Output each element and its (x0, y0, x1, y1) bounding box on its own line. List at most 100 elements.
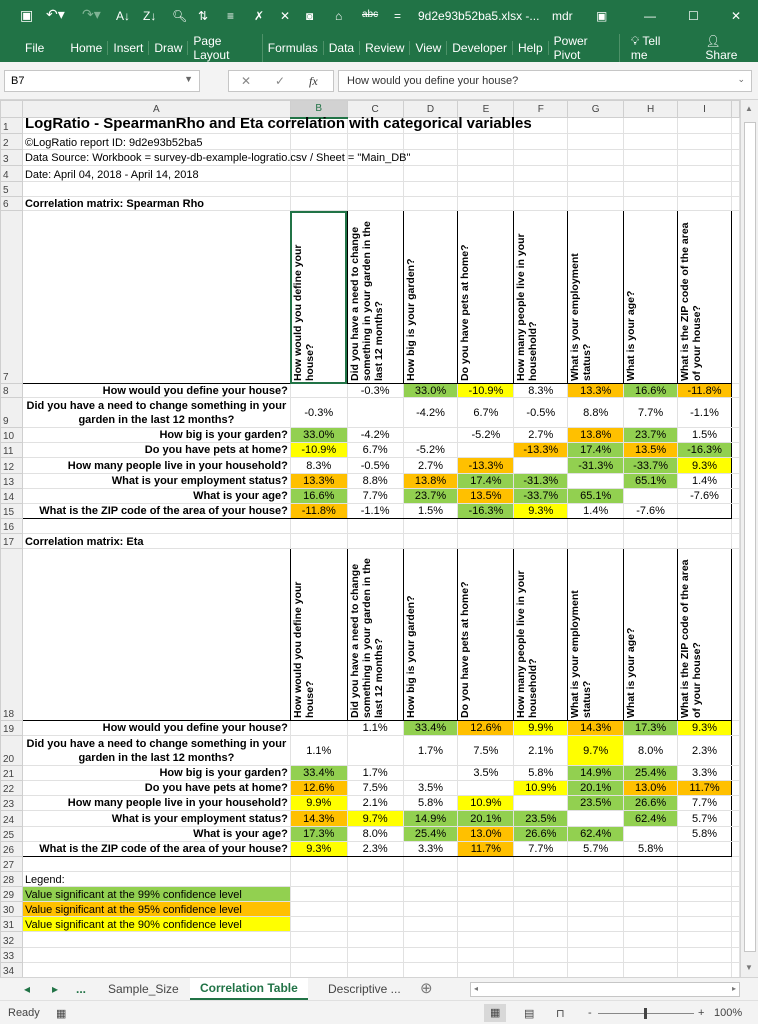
cell[interactable] (567, 165, 625, 182)
spearman-value-cell[interactable]: -33.7% (623, 457, 679, 474)
matrix-corner[interactable] (21, 548, 291, 721)
cell[interactable] (402, 962, 459, 977)
cell[interactable] (513, 886, 569, 902)
matrix-column-header[interactable]: Did you have a need to change something … (346, 548, 404, 721)
cell[interactable] (346, 916, 404, 932)
spearman-value-cell[interactable]: 9.3% (513, 503, 569, 519)
cell[interactable] (402, 196, 459, 211)
spearman-value-cell[interactable]: 13.3% (567, 383, 625, 398)
eta-value-cell[interactable]: 2.3% (677, 735, 732, 766)
eta-value-cell[interactable] (402, 765, 459, 781)
eta-value-cell[interactable] (457, 780, 515, 796)
matrix-row-label[interactable]: What is your age? (21, 826, 291, 842)
cell[interactable] (623, 117, 679, 134)
cell[interactable] (677, 196, 732, 211)
spearman-value-cell[interactable]: 17.4% (567, 442, 625, 458)
cell[interactable] (402, 181, 459, 197)
cell[interactable] (730, 780, 740, 796)
scroll-thumb[interactable] (744, 122, 756, 952)
cell[interactable] (730, 196, 740, 211)
spearman-value-cell[interactable]: 33.0% (289, 427, 348, 443)
eta-value-cell[interactable]: 5.8% (402, 795, 459, 811)
spearman-value-cell[interactable]: 1.4% (677, 473, 732, 489)
eta-value-cell[interactable]: 13.0% (457, 826, 515, 842)
spearman-value-cell[interactable]: 16.6% (623, 383, 679, 398)
spearman-value-cell[interactable]: -0.3% (346, 383, 404, 398)
spearman-value-cell[interactable]: 8.8% (346, 473, 404, 489)
matrix-column-header[interactable]: How many people live in your household? (513, 210, 569, 384)
eta-value-cell[interactable]: 3.3% (402, 841, 459, 857)
cell[interactable] (457, 856, 515, 872)
cell[interactable] (623, 533, 679, 549)
cell[interactable] (730, 133, 740, 150)
matrix-row-label[interactable]: Do you have pets at home? (21, 442, 291, 458)
cell[interactable] (402, 947, 459, 963)
spearman-value-cell[interactable]: -31.3% (513, 473, 569, 489)
spearman-value-cell[interactable]: 6.7% (457, 397, 515, 428)
cell[interactable] (730, 765, 740, 781)
page-break-view-icon[interactable]: ⊓ (556, 1008, 565, 1020)
row-header-18[interactable]: 18 (0, 548, 23, 721)
spearman-value-cell[interactable]: 8.8% (567, 397, 625, 428)
row-header-33[interactable]: 33 (0, 947, 23, 963)
eta-value-cell[interactable]: 23.5% (567, 795, 625, 811)
spearman-value-cell[interactable]: 9.3% (677, 457, 732, 474)
column-header-blank[interactable] (730, 100, 740, 118)
matrix-row-label[interactable]: Did you have a need to change something … (21, 397, 291, 428)
spearman-value-cell[interactable]: 1.5% (402, 503, 459, 519)
eta-value-cell[interactable]: 33.4% (402, 720, 459, 736)
eta-value-cell[interactable]: 5.7% (677, 810, 732, 827)
spearman-value-cell[interactable]: -7.6% (623, 503, 679, 519)
cell[interactable] (346, 856, 404, 872)
eta-value-cell[interactable]: 5.7% (567, 841, 625, 857)
cell[interactable] (513, 149, 569, 166)
spearman-value-cell[interactable]: 65.1% (567, 488, 625, 504)
column-header-B[interactable]: B (289, 100, 348, 119)
eta-value-cell[interactable]: 62.4% (567, 826, 625, 842)
cell[interactable] (513, 518, 569, 534)
spearman-value-cell[interactable]: 13.3% (289, 473, 348, 489)
eta-value-cell[interactable]: 2.3% (346, 841, 404, 857)
ribbon-tab-insert[interactable]: Insert (108, 40, 150, 55)
cell[interactable] (623, 165, 679, 182)
name-box[interactable]: B7 ▼ (4, 70, 200, 92)
cell[interactable] (677, 518, 732, 534)
matrix-column-header[interactable]: How big is your garden? (402, 548, 459, 721)
eta-value-cell[interactable]: 9.7% (346, 810, 404, 827)
legend-item[interactable]: Value significant at the 90% confidence … (21, 916, 291, 932)
macro-record-icon[interactable]: ▦ (56, 1008, 67, 1020)
eta-value-cell[interactable]: 3.5% (457, 765, 515, 781)
spearman-value-cell[interactable]: 16.6% (289, 488, 348, 504)
close-icon[interactable]: ✕ (731, 9, 742, 23)
row-header-28[interactable]: 28 (0, 871, 23, 887)
row-header-29[interactable]: 29 (0, 886, 23, 902)
enter-icon[interactable]: ✓ (275, 74, 286, 88)
worksheet-grid[interactable]: A B C D E F G H I 1 LogRatio - SpearmanRho and Eta… (0, 100, 740, 977)
ribbon-tab-help[interactable]: Help (513, 40, 549, 55)
matrix-row-label[interactable]: Do you have pets at home? (21, 780, 291, 796)
ribbon-tab-power-pivot[interactable]: Power Pivot (549, 33, 620, 62)
cell[interactable] (513, 533, 569, 549)
row-header-24[interactable]: 24 (0, 810, 23, 827)
cell[interactable] (513, 196, 569, 211)
cell[interactable] (289, 133, 348, 150)
eta-value-cell[interactable]: 25.4% (402, 826, 459, 842)
matrix-column-header[interactable]: What is the ZIP code of the area of your… (677, 548, 732, 721)
cell[interactable] (289, 962, 348, 977)
spearman-value-cell[interactable]: 13.5% (457, 488, 515, 504)
spearman-heading[interactable]: Correlation matrix: Spearman Rho (21, 196, 291, 211)
row-header-17[interactable]: 17 (0, 533, 23, 549)
eta-value-cell[interactable]: 20.1% (457, 810, 515, 827)
column-header-G[interactable]: G (567, 100, 625, 118)
row-header-13[interactable]: 13 (0, 473, 23, 489)
cell[interactable] (289, 947, 348, 963)
cell[interactable] (730, 810, 740, 827)
cell[interactable] (457, 947, 515, 963)
spearman-value-cell[interactable]: -11.8% (289, 503, 348, 519)
cell[interactable] (677, 181, 732, 197)
horizontal-scrollbar[interactable]: ◂ ▸ (470, 982, 740, 997)
spearman-value-cell[interactable] (289, 383, 348, 398)
cell[interactable] (730, 795, 740, 811)
cell[interactable] (730, 518, 740, 534)
cell[interactable] (346, 962, 404, 977)
